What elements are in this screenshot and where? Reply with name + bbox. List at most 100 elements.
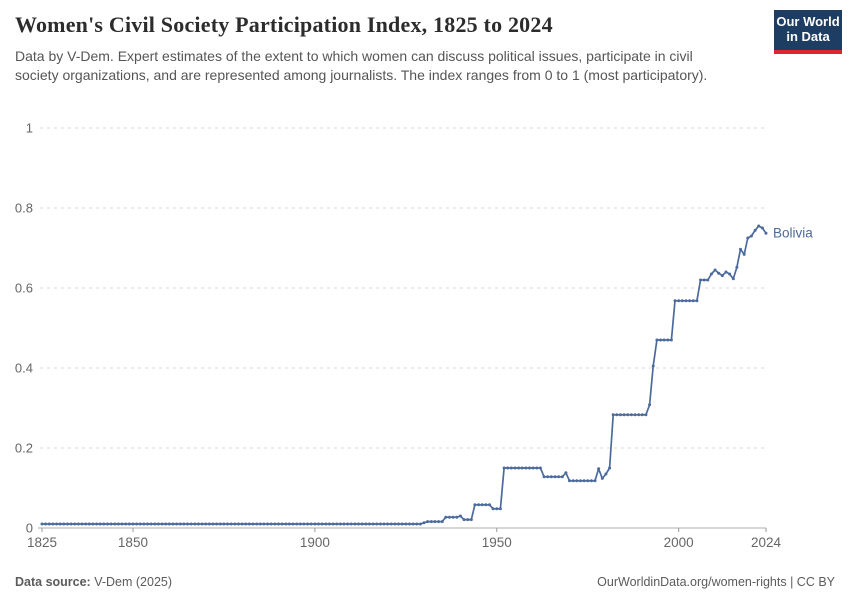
data-point[interactable] <box>215 522 219 526</box>
data-point[interactable] <box>62 522 66 526</box>
data-point[interactable] <box>364 522 368 526</box>
data-point[interactable] <box>153 522 157 526</box>
footer-link[interactable]: OurWorldinData.org/women-rights | CC BY <box>597 575 835 589</box>
data-point[interactable] <box>622 413 626 417</box>
data-point[interactable] <box>528 466 531 470</box>
data-point[interactable] <box>691 299 695 303</box>
data-point[interactable] <box>560 475 564 479</box>
series-bolivia[interactable] <box>40 224 768 526</box>
data-point[interactable] <box>531 466 535 470</box>
data-point[interactable] <box>375 522 379 526</box>
data-point[interactable] <box>666 338 670 342</box>
data-point[interactable] <box>673 299 677 303</box>
data-point[interactable] <box>749 234 753 238</box>
data-point[interactable] <box>411 522 415 526</box>
data-point[interactable] <box>426 520 430 524</box>
data-point[interactable] <box>338 522 342 526</box>
data-point[interactable] <box>149 522 153 526</box>
owid-logo[interactable]: Our World in Data <box>774 10 842 54</box>
data-point[interactable] <box>106 522 109 526</box>
data-point[interactable] <box>520 466 524 470</box>
data-point[interactable] <box>506 466 510 470</box>
data-point[interactable] <box>699 278 702 282</box>
data-point[interactable] <box>582 479 586 483</box>
data-point[interactable] <box>349 522 353 526</box>
data-point[interactable] <box>226 522 229 526</box>
data-point[interactable] <box>211 522 215 526</box>
data-point[interactable] <box>575 479 579 483</box>
data-point[interactable] <box>604 472 608 476</box>
data-point[interactable] <box>116 522 120 526</box>
data-point[interactable] <box>702 278 706 282</box>
data-point[interactable] <box>51 522 55 526</box>
data-point[interactable] <box>433 520 437 524</box>
entity-label[interactable]: Bolivia <box>773 226 813 241</box>
data-point[interactable] <box>156 522 160 526</box>
data-point[interactable] <box>186 522 189 526</box>
data-point[interactable] <box>320 522 324 526</box>
data-point[interactable] <box>564 471 568 475</box>
data-point[interactable] <box>240 522 244 526</box>
data-point[interactable] <box>662 338 666 342</box>
data-point[interactable] <box>408 522 411 526</box>
data-point[interactable] <box>84 522 88 526</box>
data-point[interactable] <box>644 413 648 417</box>
data-point[interactable] <box>244 522 248 526</box>
data-point[interactable] <box>80 522 84 526</box>
data-point[interactable] <box>386 522 390 526</box>
data-point[interactable] <box>422 521 426 525</box>
data-point[interactable] <box>498 507 502 511</box>
data-point[interactable] <box>262 522 266 526</box>
data-point[interactable] <box>706 278 710 282</box>
data-point[interactable] <box>229 522 233 526</box>
data-point[interactable] <box>477 503 481 507</box>
data-point[interactable] <box>247 522 251 526</box>
data-point[interactable] <box>404 522 408 526</box>
data-point[interactable] <box>568 479 571 483</box>
data-point[interactable] <box>440 520 444 524</box>
data-point[interactable] <box>204 522 208 526</box>
data-point[interactable] <box>728 272 732 276</box>
data-point[interactable] <box>437 520 441 524</box>
data-point[interactable] <box>480 503 484 507</box>
data-point[interactable] <box>178 522 182 526</box>
data-point[interactable] <box>378 522 382 526</box>
data-point[interactable] <box>171 522 175 526</box>
data-point[interactable] <box>593 479 597 483</box>
data-point[interactable] <box>538 466 542 470</box>
data-point[interactable] <box>131 522 135 526</box>
data-point[interactable] <box>44 522 48 526</box>
data-point[interactable] <box>640 413 644 417</box>
data-point[interactable] <box>95 522 99 526</box>
data-point[interactable] <box>327 522 331 526</box>
data-point[interactable] <box>317 522 320 526</box>
data-point[interactable] <box>619 413 622 417</box>
data-point[interactable] <box>382 522 386 526</box>
data-point[interactable] <box>677 299 681 303</box>
data-point[interactable] <box>637 413 641 417</box>
data-point[interactable] <box>491 507 495 511</box>
data-point[interactable] <box>309 522 313 526</box>
data-point[interactable] <box>146 522 149 526</box>
data-point[interactable] <box>495 507 499 511</box>
data-point[interactable] <box>695 299 699 303</box>
data-point[interactable] <box>40 522 44 526</box>
data-point[interactable] <box>91 522 95 526</box>
data-point[interactable] <box>335 522 339 526</box>
data-point[interactable] <box>291 522 295 526</box>
data-point[interactable] <box>651 364 655 368</box>
data-point[interactable] <box>218 522 222 526</box>
data-point[interactable] <box>513 466 517 470</box>
data-point[interactable] <box>466 518 470 522</box>
data-point[interactable] <box>66 522 69 526</box>
data-point[interactable] <box>164 522 168 526</box>
data-point[interactable] <box>764 231 768 235</box>
data-point[interactable] <box>135 522 139 526</box>
data-point[interactable] <box>731 277 735 281</box>
data-point[interactable] <box>138 522 142 526</box>
data-point[interactable] <box>167 522 171 526</box>
data-point[interactable] <box>47 522 51 526</box>
data-point[interactable] <box>389 522 393 526</box>
data-point[interactable] <box>473 503 477 507</box>
data-point[interactable] <box>302 522 306 526</box>
